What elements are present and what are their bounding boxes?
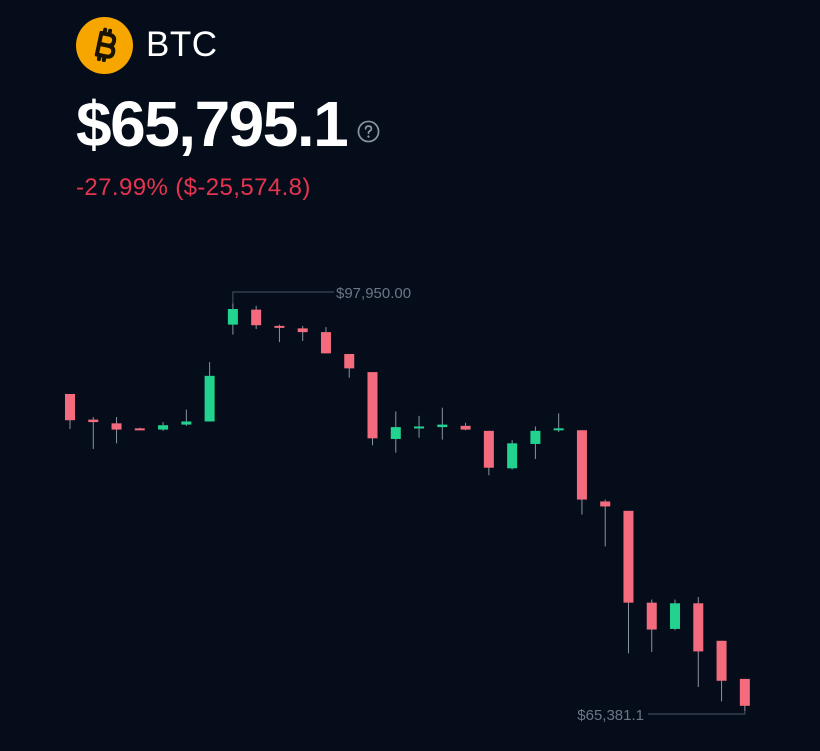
candle-body bbox=[670, 603, 681, 629]
low-leader-line bbox=[648, 711, 746, 715]
candle-body bbox=[623, 510, 634, 603]
candle-body bbox=[693, 603, 704, 652]
candles-group bbox=[65, 303, 750, 711]
candle-body bbox=[716, 640, 727, 681]
candle-body bbox=[646, 602, 657, 630]
candle-body bbox=[576, 430, 587, 500]
candle-body bbox=[390, 427, 401, 439]
candle-body bbox=[367, 372, 378, 439]
candle-body bbox=[88, 419, 99, 423]
high-leader-line bbox=[232, 291, 334, 304]
candle-body bbox=[251, 309, 262, 326]
candle-body bbox=[297, 328, 308, 333]
candle-body bbox=[320, 332, 331, 354]
candle-body bbox=[158, 425, 169, 430]
candle-body bbox=[414, 426, 425, 429]
candle-body bbox=[227, 308, 238, 325]
coin-row: BTC bbox=[76, 16, 380, 74]
candle-body bbox=[483, 430, 494, 468]
candle-body bbox=[437, 424, 448, 428]
price-change: -27.99% ($-25,574.8) bbox=[76, 174, 311, 201]
coin-header: BTC $65,795.1 -27.99% ($-25,574.8) bbox=[76, 16, 380, 202]
high-price-label: $97,950.00 bbox=[336, 285, 411, 302]
candle-body bbox=[600, 501, 611, 507]
candle-body bbox=[530, 430, 541, 444]
price-row: $65,795.1 bbox=[76, 88, 380, 160]
candle-body bbox=[111, 423, 122, 430]
candle-body bbox=[460, 425, 471, 430]
candle-body bbox=[344, 353, 355, 369]
bitcoin-glyph bbox=[94, 27, 116, 63]
bitcoin-icon bbox=[76, 16, 133, 74]
low-price-label: $65,381.1 bbox=[577, 707, 644, 724]
candle-body bbox=[739, 678, 750, 706]
candle-body bbox=[181, 421, 192, 425]
coin-symbol: BTC bbox=[146, 25, 218, 64]
candle-body bbox=[204, 375, 215, 422]
help-icon[interactable] bbox=[357, 120, 380, 143]
candle-body bbox=[507, 443, 518, 469]
candle-body bbox=[274, 325, 285, 328]
current-price: $65,795.1 bbox=[76, 88, 349, 160]
candle-body bbox=[134, 428, 145, 431]
candle-body bbox=[65, 393, 75, 421]
candle-body bbox=[553, 428, 564, 431]
